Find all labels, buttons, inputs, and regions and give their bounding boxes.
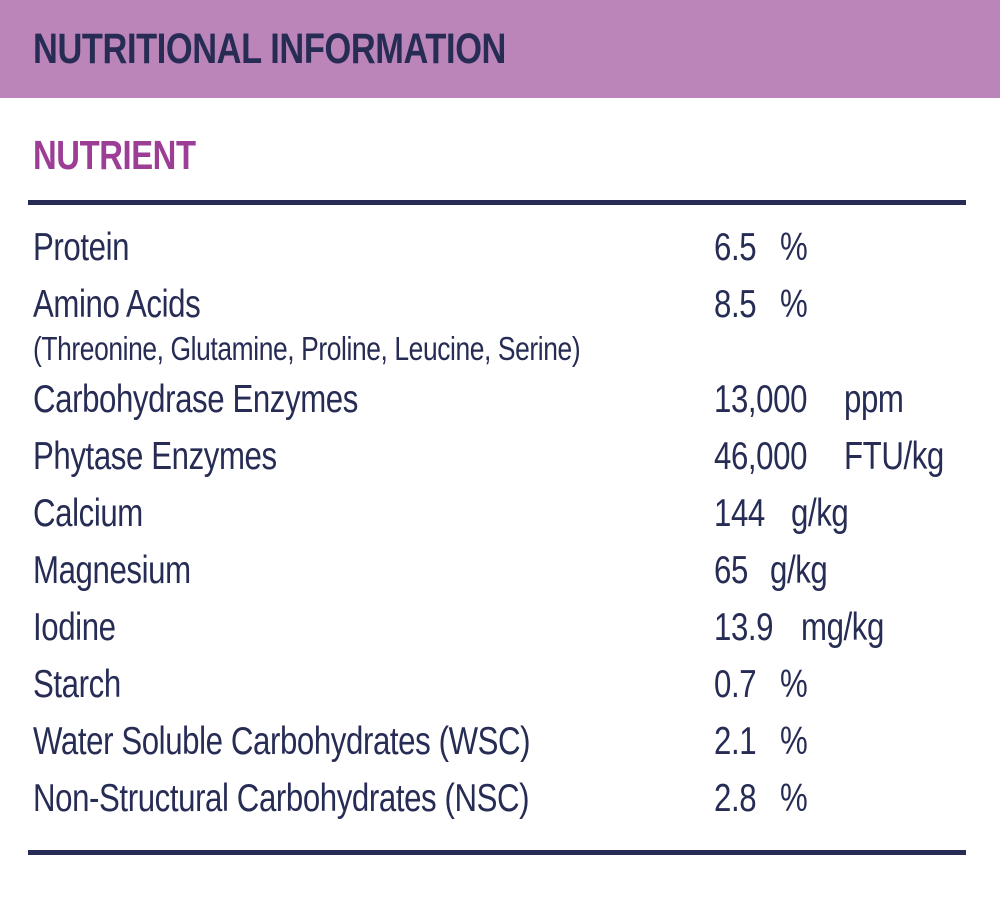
panel-content: NUTRIENT Protein 6.5 % Amino Acids 8.5 % xyxy=(0,131,1000,855)
nutrient-row: Calcium 144 g/kg xyxy=(33,485,967,542)
nutrient-unit: FTU/kg xyxy=(843,434,944,478)
panel-header-bar: NUTRITIONAL INFORMATION xyxy=(0,0,1000,98)
nutrient-unit: g/kg xyxy=(769,548,828,592)
nutrient-column-header: NUTRIENT xyxy=(33,131,967,179)
nutrient-row: Protein 6.5 % xyxy=(33,219,967,276)
nutrient-name: Protein xyxy=(33,225,130,269)
nutrient-row: Phytase Enzymes 46,000 FTU/kg xyxy=(33,428,967,485)
nutrient-name: Non-Structural Carbohydrates (NSC) xyxy=(33,776,530,820)
nutrient-amount: 65 xyxy=(714,548,748,592)
nutrient-unit: ppm xyxy=(843,377,904,421)
nutrient-row: Iodine 13.9 mg/kg xyxy=(33,599,967,656)
nutrient-amount: 13,000 xyxy=(714,377,808,421)
nutrient-row: Carbohydrase Enzymes 13,000 ppm xyxy=(33,371,967,428)
nutrient-sublabel: (Threonine, Glutamine, Proline, Leucine,… xyxy=(33,330,581,367)
nutrient-amount: 2.8 xyxy=(714,776,757,820)
nutrient-name: Carbohydrase Enzymes xyxy=(33,377,358,421)
nutrient-amount: 13.9 xyxy=(714,605,774,649)
nutrient-amount: 0.7 xyxy=(714,662,757,706)
nutrient-name: Phytase Enzymes xyxy=(33,434,277,478)
nutrient-row: Magnesium 65 g/kg xyxy=(33,542,967,599)
nutrient-row: Starch 0.7 % xyxy=(33,656,967,713)
nutrient-name: Iodine xyxy=(33,605,116,649)
nutrient-unit: mg/kg xyxy=(801,605,885,649)
nutrient-amount: 144 xyxy=(714,491,765,535)
panel-title: NUTRITIONAL INFORMATION xyxy=(33,24,506,73)
nutrient-unit: % xyxy=(779,662,808,706)
nutrient-unit: % xyxy=(779,282,808,326)
nutrient-unit: % xyxy=(779,225,808,269)
nutrient-unit: % xyxy=(779,719,808,763)
nutrient-name: Water Soluble Carbohydrates (WSC) xyxy=(33,719,531,763)
nutrient-rows: Protein 6.5 % Amino Acids 8.5 % (Threoni… xyxy=(33,205,967,827)
nutrient-unit: g/kg xyxy=(790,491,849,535)
nutrient-amount: 46,000 xyxy=(714,434,808,478)
nutrient-name: Starch xyxy=(33,662,121,706)
nutrient-amount: 6.5 xyxy=(714,225,757,269)
nutrient-name: Magnesium xyxy=(33,548,191,592)
bottom-divider-rule xyxy=(28,850,966,855)
nutrient-row: Non-Structural Carbohydrates (NSC) 2.8 % xyxy=(33,770,967,827)
nutrient-row: Water Soluble Carbohydrates (WSC) 2.1 % xyxy=(33,713,967,770)
nutrient-amount: 8.5 xyxy=(714,282,757,326)
nutrient-name: Amino Acids xyxy=(33,282,201,326)
nutrient-amount: 2.1 xyxy=(714,719,757,763)
nutrient-row: Amino Acids 8.5 % (Threonine, Glutamine,… xyxy=(33,276,967,371)
nutrient-unit: % xyxy=(779,776,808,820)
nutrient-name: Calcium xyxy=(33,491,143,535)
nutrient-column-header-label: NUTRIENT xyxy=(33,131,196,178)
top-divider-rule xyxy=(28,200,966,205)
